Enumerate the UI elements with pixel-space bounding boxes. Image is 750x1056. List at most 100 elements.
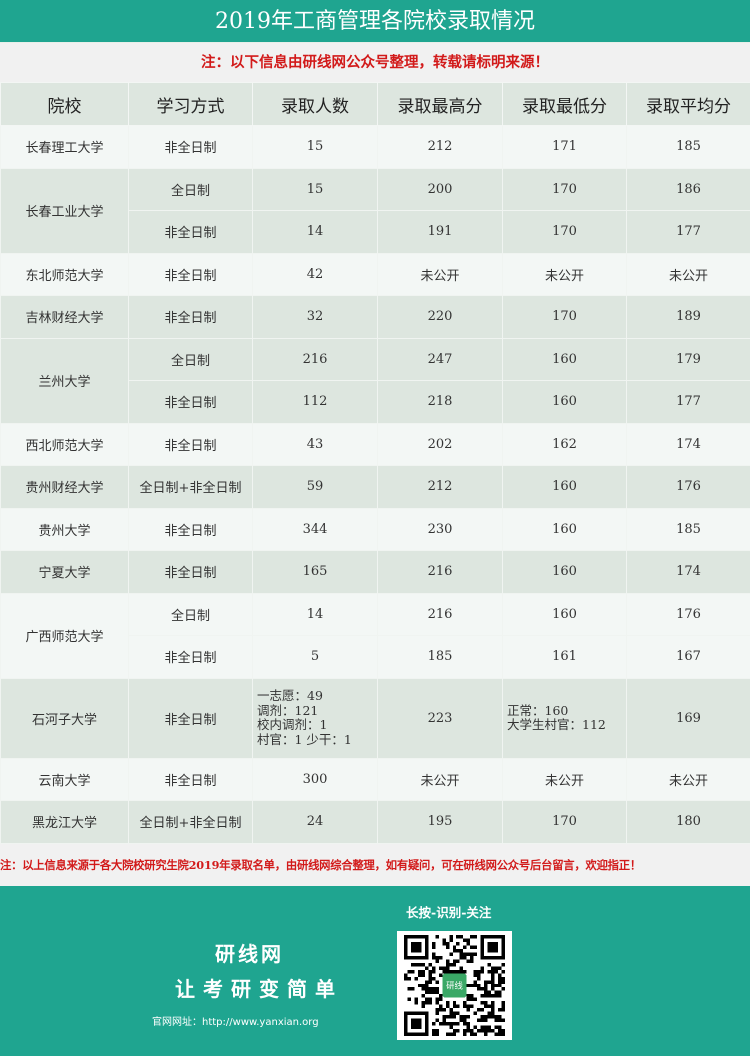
admit-count: 24 <box>253 801 378 844</box>
scan-hint: 长按-识别-关注 <box>406 902 491 921</box>
max-score: 202 <box>378 423 503 466</box>
school-name: 石河子大学 <box>1 678 129 758</box>
avg-score: 169 <box>627 678 750 758</box>
avg-score: 167 <box>627 636 750 679</box>
min-score: 160 <box>503 508 627 551</box>
admit-count: 112 <box>253 381 378 424</box>
study-mode: 非全日制 <box>129 551 253 594</box>
admit-count: 15 <box>253 168 378 211</box>
min-score: 170 <box>503 211 627 254</box>
table-header: 院校 学习方式 录取人数 录取最高分 录取最低分 录取平均分 <box>1 83 750 126</box>
school-name: 吉林财经大学 <box>1 296 129 339</box>
max-score: 230 <box>378 508 503 551</box>
admit-count: 43 <box>253 423 378 466</box>
avg-score: 177 <box>627 211 750 254</box>
admit-count: 59 <box>253 466 378 509</box>
avg-score: 185 <box>627 508 750 551</box>
max-score: 216 <box>378 593 503 636</box>
study-mode: 非全日制 <box>129 211 253 254</box>
admit-count: 344 <box>253 508 378 551</box>
min-score: 未公开 <box>503 253 627 296</box>
min-score: 162 <box>503 423 627 466</box>
source-note: 注：以上信息来源于各大院校研究生院2019年录取名单，由研线网综合整理，如有疑问… <box>0 844 750 886</box>
admit-count: 14 <box>253 593 378 636</box>
max-score: 223 <box>378 678 503 758</box>
admit-count: 216 <box>253 338 378 381</box>
school-name: 贵州财经大学 <box>1 466 129 509</box>
avg-score: 189 <box>627 296 750 339</box>
school-name: 长春理工大学 <box>1 126 129 169</box>
study-mode: 全日制 <box>129 338 253 381</box>
svg-text:研线: 研线 <box>446 980 463 990</box>
admit-count: 14 <box>253 211 378 254</box>
admission-table: 院校 学习方式 录取人数 录取最高分 录取最低分 录取平均分 长春理工大学非全日… <box>0 82 750 844</box>
max-score: 200 <box>378 168 503 211</box>
avg-score: 177 <box>627 381 750 424</box>
min-score: 170 <box>503 801 627 844</box>
col-mode: 学习方式 <box>129 83 253 126</box>
avg-score: 176 <box>627 466 750 509</box>
school-name: 长春工业大学 <box>1 168 129 253</box>
school-name: 黑龙江大学 <box>1 801 129 844</box>
avg-score: 未公开 <box>627 253 750 296</box>
min-score: 160 <box>503 381 627 424</box>
study-mode: 全日制 <box>129 168 253 211</box>
avg-score: 176 <box>627 593 750 636</box>
study-mode: 全日制 <box>129 593 253 636</box>
qr-code: 研线 <box>397 931 512 1040</box>
col-max: 录取最高分 <box>378 83 503 126</box>
study-mode: 全日制+非全日制 <box>129 801 253 844</box>
study-mode: 全日制+非全日制 <box>129 466 253 509</box>
admit-count: 15 <box>253 126 378 169</box>
footer: 研线网 让考研变简单 官网网址：http://www.yanxian.org 长… <box>0 886 750 1056</box>
max-score: 212 <box>378 466 503 509</box>
max-score: 220 <box>378 296 503 339</box>
study-mode: 非全日制 <box>129 423 253 466</box>
admit-count: 32 <box>253 296 378 339</box>
study-mode: 非全日制 <box>129 126 253 169</box>
study-mode: 非全日制 <box>129 253 253 296</box>
study-mode: 非全日制 <box>129 296 253 339</box>
avg-score: 179 <box>627 338 750 381</box>
slogan: 让考研变简单 <box>175 973 343 1002</box>
avg-score: 186 <box>627 168 750 211</box>
min-score: 160 <box>503 593 627 636</box>
max-score: 185 <box>378 636 503 679</box>
col-min: 录取最低分 <box>503 83 627 126</box>
max-score: 191 <box>378 211 503 254</box>
min-score: 171 <box>503 126 627 169</box>
max-score: 未公开 <box>378 253 503 296</box>
admit-count: 300 <box>253 758 378 801</box>
admit-count: 5 <box>253 636 378 679</box>
min-score: 170 <box>503 296 627 339</box>
min-score: 未公开 <box>503 758 627 801</box>
brand-name: 研线网 <box>215 938 284 967</box>
col-avg: 录取平均分 <box>627 83 750 126</box>
school-name: 贵州大学 <box>1 508 129 551</box>
max-score: 未公开 <box>378 758 503 801</box>
max-score: 218 <box>378 381 503 424</box>
max-score: 247 <box>378 338 503 381</box>
max-score: 212 <box>378 126 503 169</box>
study-mode: 非全日制 <box>129 636 253 679</box>
admit-count: 42 <box>253 253 378 296</box>
min-score: 160 <box>503 466 627 509</box>
school-name: 东北师范大学 <box>1 253 129 296</box>
study-mode: 非全日制 <box>129 758 253 801</box>
min-score: 160 <box>503 338 627 381</box>
avg-score: 未公开 <box>627 758 750 801</box>
avg-score: 185 <box>627 126 750 169</box>
min-score: 正常：160 大学生村官：112 <box>503 678 627 758</box>
max-score: 216 <box>378 551 503 594</box>
website-link[interactable]: 官网网址：http://www.yanxian.org <box>152 1013 319 1028</box>
